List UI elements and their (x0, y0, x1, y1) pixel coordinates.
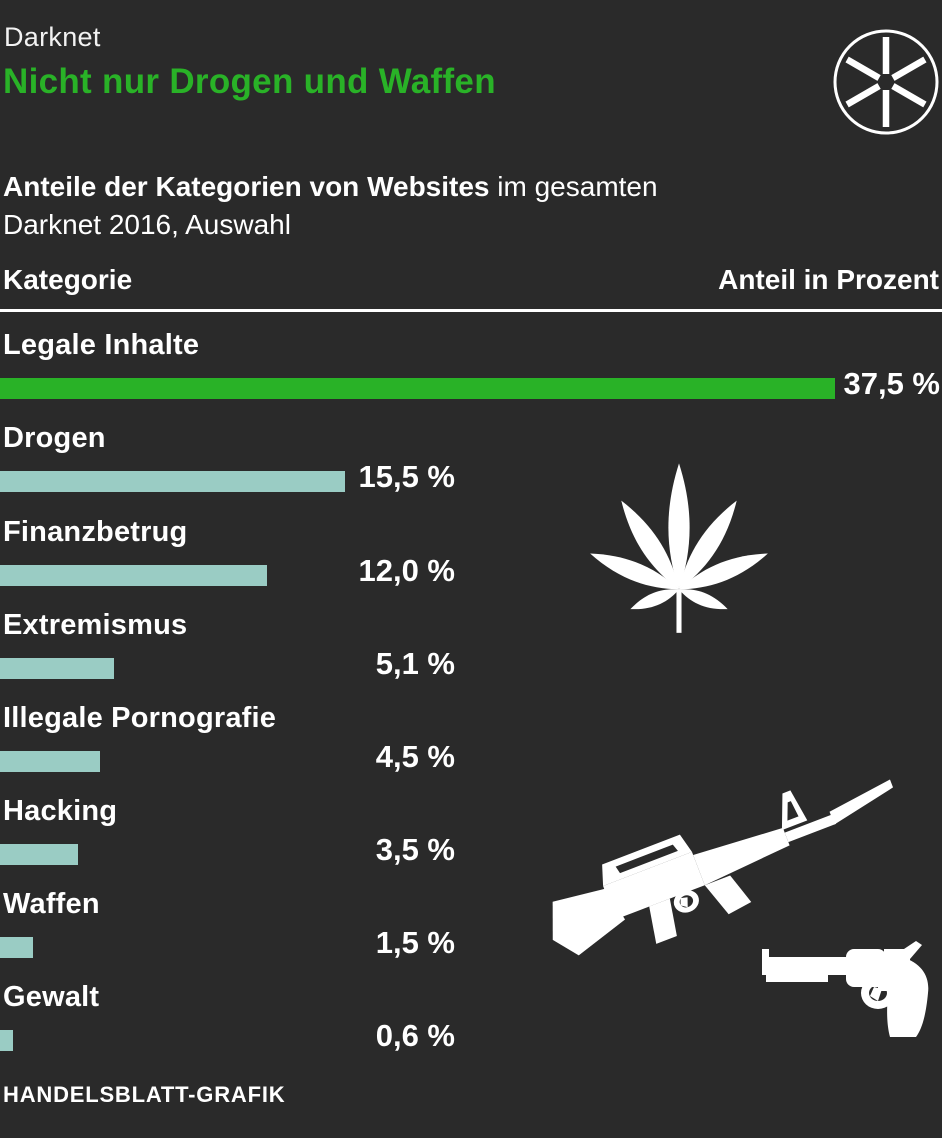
category-label: Waffen (3, 888, 100, 920)
value-label: 4,5 % (375, 739, 455, 774)
bar (0, 378, 835, 399)
category-label: Hacking (3, 795, 118, 827)
rifle-icon (525, 756, 915, 981)
subtitle-line2: Darknet 2016, Auswahl (3, 209, 291, 240)
chart-row: Finanzbetrug 12,0 % (0, 515, 942, 609)
category-label: Legale Inhalte (3, 329, 200, 361)
chart-row: Illegale Pornografie 4,5 % (0, 701, 942, 795)
chart-row: Waffen 1,5 % (0, 887, 942, 981)
bar (0, 565, 267, 586)
bar (0, 937, 33, 958)
category-label: Illegale Pornografie (3, 702, 277, 734)
column-headers: Kategorie Anteil in Prozent (3, 264, 939, 296)
column-header-share: Anteil in Prozent (718, 264, 939, 295)
chart-row: Drogen 15,5 % (0, 421, 942, 515)
category-label: Gewalt (3, 981, 100, 1013)
chart-row: Hacking 3,5 % (0, 794, 942, 888)
value-label: 1,5 % (375, 925, 455, 960)
value-label: 15,5 % (358, 459, 455, 494)
chart-row: Gewalt 0,6 % (0, 980, 942, 1074)
bar (0, 751, 100, 772)
value-label: 37,5 % (843, 366, 940, 401)
source-credit: HANDELSBLATT-GRAFIK (3, 1082, 286, 1107)
column-header-category: Kategorie (3, 264, 133, 295)
bar (0, 844, 78, 865)
revolver-icon (758, 933, 933, 1043)
value-label: 12,0 % (358, 553, 455, 588)
category-label: Drogen (3, 422, 106, 454)
chart-row: Extremismus 5,1 % (0, 608, 942, 702)
kicker: Darknet (4, 22, 101, 52)
value-label: 0,6 % (375, 1018, 455, 1053)
cannabis-leaf-icon (568, 443, 790, 635)
subtitle-bold: Anteile der Kategorien von Websites (3, 171, 490, 202)
value-label: 3,5 % (375, 832, 455, 867)
chart-title: Nicht nur Drogen und Waffen (3, 62, 496, 101)
bar (0, 658, 114, 679)
asterisk-circle-icon (831, 27, 941, 137)
value-label: 5,1 % (375, 646, 455, 681)
chart-row: Legale Inhalte 37,5 % (0, 328, 942, 422)
bar (0, 1030, 13, 1051)
category-label: Finanzbetrug (3, 516, 188, 548)
subtitle-regular: im gesamten (489, 171, 658, 202)
chart-subtitle: Anteile der Kategorien von Websites im g… (3, 168, 863, 244)
category-label: Extremismus (3, 609, 188, 641)
bar (0, 471, 345, 492)
header-divider (0, 309, 942, 312)
